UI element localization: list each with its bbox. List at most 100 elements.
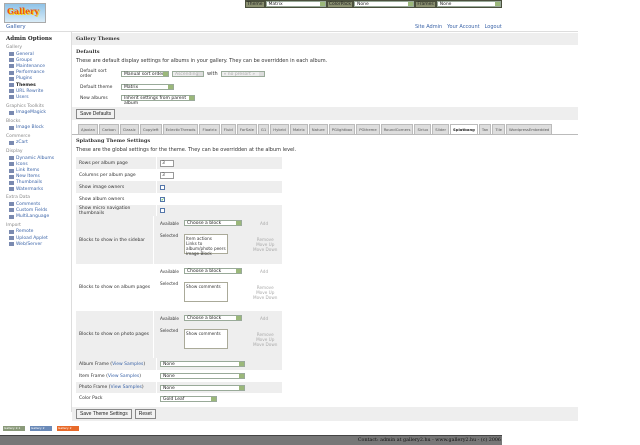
item-frame-select[interactable]: None [160, 373, 245, 379]
move-up-button[interactable]: Move Up [256, 242, 275, 247]
tab-g1[interactable]: G1 [257, 124, 270, 134]
tab-siriux[interactable]: Siriux [414, 124, 432, 134]
gallery-version-badge[interactable]: Gallery 2.1 [3, 426, 25, 431]
new-albums-select[interactable]: Inherit settings from parent album [121, 95, 195, 106]
sidebar-item-multilanguage[interactable]: MultiLanguage [9, 214, 71, 220]
list-item[interactable]: Item actions [186, 236, 212, 241]
micro-nav-checkbox[interactable] [160, 208, 165, 213]
reset-button[interactable]: Reset [134, 409, 156, 419]
colorpack-select[interactable]: None [353, 1, 415, 7]
tab-tile[interactable]: Tile [492, 124, 505, 134]
available-block-select[interactable]: Choose a block [184, 314, 242, 321]
sidebar-item-comments[interactable]: Comments [9, 201, 71, 207]
tab-matrix[interactable]: Matrix [289, 124, 308, 134]
sort-direction-select[interactable]: Ascending [172, 71, 204, 77]
list-item[interactable]: Show comments [186, 330, 221, 336]
gallery-badge[interactable]: Gallery 2 [57, 426, 79, 431]
tab-pglightbox[interactable]: PGlightbox [328, 124, 356, 134]
move-down-button[interactable]: Move Down [253, 341, 278, 347]
presort-select[interactable]: « no presort » [220, 71, 265, 77]
tab-wordpressembedded[interactable]: WordpressEmbedded [505, 124, 553, 134]
tab-carbon[interactable]: Carbon [99, 124, 119, 134]
your-account-link[interactable]: Your Account [447, 24, 480, 30]
move-down-button[interactable]: Move Down [253, 294, 278, 300]
tab-splatbang[interactable]: Splatbang [450, 124, 478, 134]
tab-classic[interactable]: Classic [119, 124, 139, 134]
tab-nature[interactable]: Nature [308, 124, 328, 134]
album-owners-checkbox[interactable]: ✔ [160, 196, 165, 202]
frames-select[interactable]: None [436, 1, 502, 7]
tab-fluid[interactable]: Fluid [220, 124, 236, 134]
sidebar-item-custom-fields[interactable]: Custom Fields [9, 207, 71, 213]
sidebar-item-plugins[interactable]: Plugins [9, 76, 71, 82]
tab-pgtheme[interactable]: PGtheme [356, 124, 380, 134]
sidebar-item-general[interactable]: General [9, 51, 71, 57]
view-samples-link[interactable]: View Samples [110, 385, 142, 390]
selected-blocks-list[interactable]: Show comments [184, 328, 228, 349]
tab-eclecticthreads[interactable]: EclecticThreads [162, 124, 199, 134]
sidebar-item-performance[interactable]: Performance [9, 70, 71, 76]
tab-floatrix[interactable]: Floatrix [199, 124, 220, 134]
sidebar-item-watermarks[interactable]: Watermarks [9, 186, 71, 192]
tab-copyleft[interactable]: Copyleft [139, 124, 162, 134]
tab-forsale[interactable]: ForSale [236, 124, 257, 134]
users-icon [9, 95, 14, 100]
columns-input[interactable]: 3 [160, 171, 174, 179]
breadcrumb-gallery[interactable]: Gallery [6, 24, 26, 30]
color-pack-select[interactable]: Gold Leaf [160, 395, 217, 402]
tab-slider[interactable]: Slider [432, 124, 450, 134]
move-up-button[interactable]: Move Up [256, 336, 275, 342]
sidebar-item-upload-applet[interactable]: Upload Applet [9, 235, 71, 241]
sidebar-item-icons[interactable]: Icons [9, 161, 71, 167]
tab-hybrid[interactable]: Hybrid [270, 124, 289, 134]
sidebar-item-maintenance[interactable]: Maintenance [9, 63, 71, 69]
gallery-badge[interactable]: Gallery 2 [30, 426, 52, 431]
sidebar-item-url-rewrite[interactable]: URL Rewrite [9, 88, 71, 94]
view-samples-link[interactable]: View Samples [112, 361, 144, 367]
remove-button[interactable]: Remove [256, 237, 274, 242]
move-down-button[interactable]: Move Down [253, 247, 278, 252]
columns-label: Columns per album page [79, 172, 136, 178]
selected-blocks-list[interactable]: Item actions Links to album/photo peers Im… [184, 234, 228, 256]
sidebar-item-zcart[interactable]: zCart [9, 140, 71, 146]
gallery-logo[interactable]: Gallery [4, 3, 46, 23]
site-admin-link[interactable]: Site Admin [415, 24, 443, 30]
sort-order-select[interactable]: Manual sort order [121, 71, 169, 77]
add-button[interactable]: Add [260, 315, 269, 321]
sidebar-item-dynamic-albums[interactable]: Dynamic Albums [9, 155, 71, 161]
move-up-button[interactable]: Move Up [256, 289, 275, 295]
remove-button[interactable]: Remove [256, 284, 274, 290]
add-button[interactable]: Add [260, 268, 269, 274]
sidebar-item-imagemagick[interactable]: ImageMagick [9, 110, 71, 116]
available-block-select[interactable]: Choose a block [184, 220, 242, 226]
sidebar-item-groups[interactable]: Groups [9, 57, 71, 63]
sidebar-item-image-block[interactable]: Image Block [9, 125, 71, 131]
list-item[interactable]: Links to album/photo peers [186, 241, 226, 251]
save-defaults-button[interactable]: Save Defaults [76, 108, 116, 119]
available-block-select[interactable]: Choose a block [184, 267, 242, 274]
tab-ajaxian[interactable]: Ajaxian [78, 124, 99, 134]
default-theme-select[interactable]: Matrix [121, 84, 174, 90]
list-item[interactable]: Show comments [186, 283, 221, 289]
sidebar-item-users[interactable]: Users [9, 94, 71, 100]
rows-input[interactable]: 3 [160, 159, 174, 167]
remove-button[interactable]: Remove [256, 331, 274, 337]
tab-tan[interactable]: Tan [478, 124, 492, 134]
save-theme-settings-button[interactable]: Save Theme Settings [76, 409, 132, 419]
logout-link[interactable]: Logout [484, 24, 502, 30]
sidebar-item-link-items[interactable]: Link Items [9, 167, 71, 173]
view-samples-link[interactable]: View Samples [107, 373, 140, 379]
tab-roundcorners[interactable]: RoundCorners [380, 124, 414, 134]
image-owners-checkbox[interactable] [160, 184, 165, 190]
list-item[interactable]: Image Block [186, 251, 212, 256]
sidebar-item-themes[interactable]: Themes [9, 82, 71, 88]
album-frame-select[interactable]: None [160, 361, 245, 367]
add-button[interactable]: Add [260, 221, 269, 226]
photo-frame-select[interactable]: None [160, 384, 245, 391]
sidebar-item-thumbnails[interactable]: Thumbnails [9, 180, 71, 186]
sidebar-item-web-server[interactable]: Web/Server [9, 241, 71, 247]
theme-select[interactable]: Matrix [265, 1, 326, 7]
sidebar-item-new-items[interactable]: New Items [9, 174, 71, 180]
sidebar-item-remote[interactable]: Remote [9, 229, 71, 235]
selected-blocks-list[interactable]: Show comments [184, 281, 228, 302]
